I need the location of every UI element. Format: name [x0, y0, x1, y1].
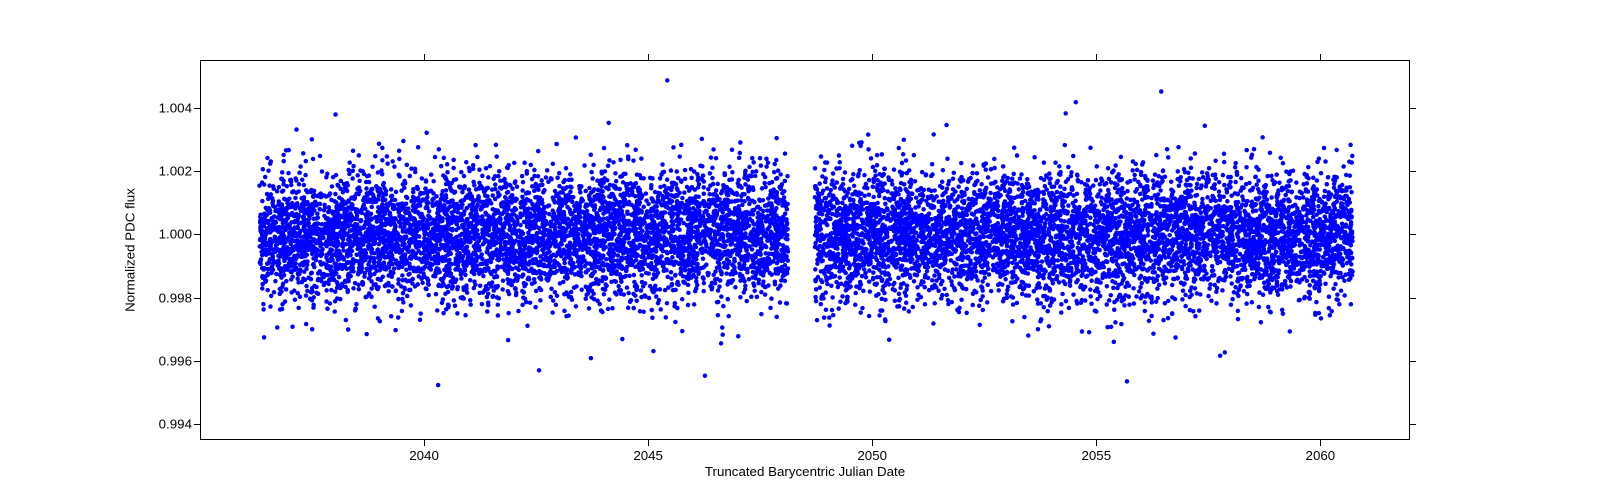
- y-tick: [194, 108, 200, 109]
- y-tick-label: 0.994: [154, 417, 192, 432]
- x-tick: [1096, 440, 1097, 446]
- x-tick-label: 2040: [409, 448, 439, 463]
- x-tick: [648, 54, 649, 60]
- x-tick: [1320, 54, 1321, 60]
- x-axis-label: Truncated Barycentric Julian Date: [705, 464, 905, 479]
- y-axis-label: Normalized PDC flux: [123, 188, 138, 312]
- x-tick: [1096, 54, 1097, 60]
- figure: Truncated Barycentric Julian Date Normal…: [0, 0, 1600, 500]
- y-tick: [1410, 298, 1416, 299]
- y-tick: [194, 171, 200, 172]
- y-tick: [194, 424, 200, 425]
- x-tick: [424, 54, 425, 60]
- y-tick-label: 0.998: [154, 290, 192, 305]
- plot-area: [200, 60, 1410, 440]
- x-tick: [1320, 440, 1321, 446]
- y-tick: [1410, 171, 1416, 172]
- y-tick: [1410, 361, 1416, 362]
- y-tick-label: 1.000: [154, 227, 192, 242]
- x-tick-label: 2060: [1306, 448, 1336, 463]
- x-tick: [872, 440, 873, 446]
- y-tick: [1410, 108, 1416, 109]
- y-tick: [194, 298, 200, 299]
- x-tick-label: 2050: [857, 448, 887, 463]
- y-tick: [1410, 234, 1416, 235]
- y-tick: [194, 361, 200, 362]
- x-tick-label: 2055: [1081, 448, 1111, 463]
- y-tick-label: 0.996: [154, 353, 192, 368]
- x-tick: [424, 440, 425, 446]
- y-tick: [194, 234, 200, 235]
- x-tick: [872, 54, 873, 60]
- scatter-layer: [201, 61, 1411, 441]
- x-tick: [648, 440, 649, 446]
- x-tick-label: 2045: [633, 448, 663, 463]
- y-tick-label: 1.004: [154, 100, 192, 115]
- y-tick-label: 1.002: [154, 163, 192, 178]
- y-tick: [1410, 424, 1416, 425]
